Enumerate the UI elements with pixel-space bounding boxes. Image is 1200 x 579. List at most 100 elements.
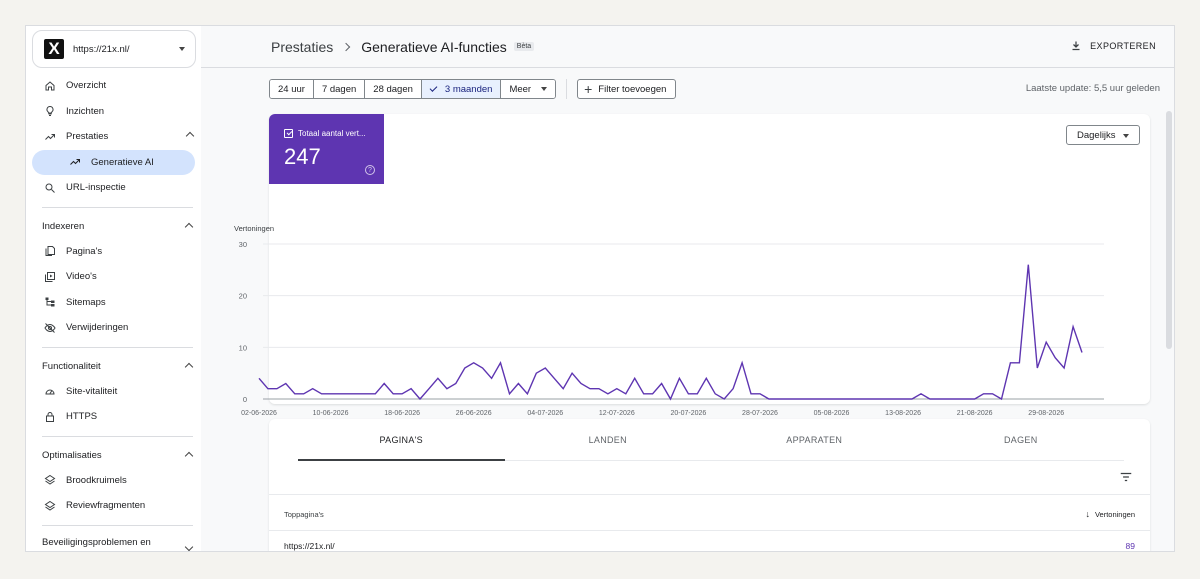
- metric-label: Totaal aantal vert...: [298, 129, 366, 138]
- sidebar-item-overzicht[interactable]: Overzicht: [26, 73, 201, 99]
- x-tick-label: 29-08-2026: [1028, 410, 1064, 417]
- chevron-up-icon: [184, 362, 194, 371]
- y-tick-label: 30: [239, 240, 247, 249]
- sidebar-item-videos[interactable]: Video's: [26, 264, 201, 290]
- column-header-label: Vertoningen: [1094, 509, 1135, 519]
- scrollbar[interactable]: [1166, 111, 1172, 349]
- tab-landen[interactable]: LANDEN: [505, 419, 712, 460]
- y-tick-label: 10: [239, 343, 247, 352]
- section-indexeren[interactable]: Indexeren: [26, 214, 201, 239]
- chevron-right-icon: [342, 42, 351, 51]
- sidebar-item-prestaties[interactable]: Prestaties: [26, 124, 201, 150]
- sidebar-item-label: Generatieve AI: [91, 156, 154, 168]
- export-button[interactable]: EXPORTEREN: [1070, 40, 1156, 52]
- tab-dagen[interactable]: DAGEN: [918, 419, 1125, 460]
- section-beveiligingsproblemen[interactable]: Beveiligingsproblemen en handmatige acti…: [26, 532, 201, 552]
- sidebar-item-label: Sitemaps: [66, 296, 106, 308]
- pages-icon: [43, 245, 56, 258]
- column-header-impressions[interactable]: ↓ Vertoningen: [1085, 509, 1135, 519]
- property-selector[interactable]: X https://21x.nl/: [32, 30, 196, 68]
- impressions-line-chart: Vertoningen 0 10 20 30 02-06-2026 10-06-2026 18…: [234, 224, 1104, 417]
- sidebar-item-inzichten[interactable]: Inzichten: [26, 99, 201, 125]
- granularity-dropdown[interactable]: Dagelijks: [1066, 125, 1140, 145]
- tab-paginas[interactable]: PAGINA'S: [298, 419, 505, 461]
- layers-icon: [43, 499, 56, 512]
- section-functionaliteit[interactable]: Functionaliteit: [26, 354, 201, 379]
- dropdown-caret-icon: [541, 87, 548, 91]
- last-update-text: Laatste update: 5,5 uur geleden: [1025, 83, 1160, 94]
- home-icon: [43, 79, 56, 92]
- x-tick-label: 04-07-2026: [527, 410, 563, 417]
- layers-icon: [43, 474, 56, 487]
- chevron-down-icon: [184, 542, 194, 551]
- sidebar-item-verwijderingen[interactable]: Verwijderingen: [26, 315, 201, 341]
- y-tick-label: 0: [243, 395, 247, 404]
- metric-tile-impressions[interactable]: Totaal aantal vert... 247 ?: [269, 114, 384, 184]
- filter-list-icon[interactable]: [1119, 470, 1133, 489]
- arrow-down-icon: ↓: [1085, 509, 1090, 519]
- x-tick-label: 12-07-2026: [599, 410, 635, 417]
- divider: [42, 206, 193, 208]
- property-logo: X: [44, 39, 64, 59]
- tab-label: LANDEN: [588, 434, 627, 445]
- range-label: 3 maanden: [444, 83, 493, 95]
- series-line: [258, 264, 1083, 401]
- row-page-url: https://21x.nl/: [284, 541, 335, 551]
- sidebar-item-label: HTTPS: [66, 411, 98, 423]
- sidebar-item-reviewfragmenten[interactable]: Reviewfragmenten: [26, 493, 201, 519]
- sidebar-item-url-inspectie[interactable]: URL-inspectie: [26, 175, 201, 201]
- video-icon: [43, 270, 56, 283]
- filter-bar: 24 uur 7 dagen 28 dagen 3 maanden Meer +…: [269, 79, 677, 99]
- app-window: X https://21x.nl/ Overzicht Inzichten Pr…: [25, 25, 1175, 552]
- range-24h[interactable]: 24 uur: [270, 80, 314, 98]
- checkbox-icon: [284, 129, 293, 138]
- property-url: https://21x.nl/: [73, 43, 130, 55]
- sidebar-item-paginas[interactable]: Pagina's: [26, 239, 201, 265]
- section-title: Functionaliteit: [42, 360, 101, 372]
- y-tick-label: 20: [239, 292, 247, 301]
- x-tick-label: 10-06-2026: [313, 410, 349, 417]
- table-row[interactable]: https://21x.nl/ 89: [269, 531, 1150, 551]
- divider: [42, 435, 193, 437]
- y-axis-label: Vertoningen: [234, 224, 274, 233]
- tab-label: DAGEN: [1003, 434, 1038, 445]
- sidebar: X https://21x.nl/ Overzicht Inzichten Pr…: [26, 26, 201, 552]
- x-tick-label: 13-08-2026: [885, 410, 921, 417]
- sidebar-item-label: URL-inspectie: [66, 182, 126, 194]
- section-optimalisaties[interactable]: Optimalisaties: [26, 443, 201, 468]
- help-icon[interactable]: ?: [365, 165, 375, 175]
- page-title: Generatieve AI-functies: [361, 38, 507, 55]
- range-3m[interactable]: 3 maanden: [421, 80, 502, 98]
- sitemap-icon: [43, 296, 56, 309]
- sidebar-item-label: Site-vitaliteit: [66, 385, 118, 397]
- metric-header: Totaal aantal vert...: [284, 129, 366, 138]
- main-content: Prestaties Generatieve AI-functies Bèta …: [201, 26, 1174, 551]
- range-more-dropdown[interactable]: Meer: [501, 80, 556, 98]
- table-header: Toppagina's ↓ Vertoningen: [269, 494, 1150, 531]
- range-28d[interactable]: 28 dagen: [365, 80, 422, 98]
- x-tick-label: 28-07-2026: [742, 410, 778, 417]
- range-label: 28 dagen: [373, 83, 413, 95]
- sidebar-item-https[interactable]: HTTPS: [26, 404, 201, 430]
- sidebar-item-label: Verwijderingen: [66, 322, 129, 334]
- sidebar-item-broodkruimels[interactable]: Broodkruimels: [26, 468, 201, 494]
- sidebar-item-generatieve-ai[interactable]: Generatieve AI: [32, 149, 195, 175]
- sidebar-item-label: Broodkruimels: [66, 474, 127, 486]
- range-7d[interactable]: 7 dagen: [313, 80, 366, 98]
- sidebar-item-site-vitaliteit[interactable]: Site-vitaliteit: [26, 379, 201, 405]
- sidebar-item-sitemaps[interactable]: Sitemaps: [26, 290, 201, 316]
- gauge-icon: [43, 385, 56, 398]
- tab-label: PAGINA'S: [379, 434, 423, 445]
- tab-apparaten[interactable]: APPARATEN: [711, 419, 918, 460]
- breadcrumb-prestaties[interactable]: Prestaties: [271, 38, 334, 55]
- granularity-label: Dagelijks: [1077, 129, 1116, 141]
- chevron-up-icon: [185, 131, 195, 141]
- metric-value: 247: [284, 144, 321, 169]
- table-tabs: PAGINA'S LANDEN APPARATEN DAGEN: [298, 419, 1124, 461]
- export-label: EXPORTEREN: [1090, 41, 1156, 51]
- section-title: Beveiligingsproblemen en handmatige acti…: [42, 536, 151, 552]
- dropdown-caret-icon: [179, 47, 185, 51]
- add-filter-button[interactable]: + Filter toevoegen: [577, 79, 677, 99]
- x-tick-label: 21-08-2026: [957, 410, 993, 417]
- x-tick-label: 20-07-2026: [670, 410, 706, 417]
